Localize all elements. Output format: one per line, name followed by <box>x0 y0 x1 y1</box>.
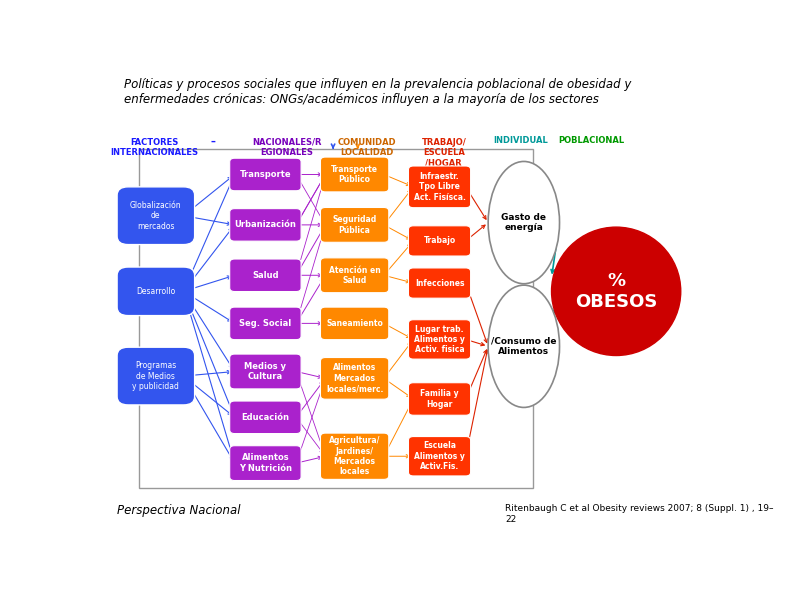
Ellipse shape <box>488 161 560 284</box>
FancyBboxPatch shape <box>408 268 471 298</box>
Text: COMUNIDAD
LOCALIDAD: COMUNIDAD LOCALIDAD <box>337 138 396 157</box>
FancyBboxPatch shape <box>229 158 301 191</box>
Text: Desarrollo: Desarrollo <box>137 287 175 296</box>
FancyBboxPatch shape <box>229 209 301 241</box>
FancyBboxPatch shape <box>321 433 389 480</box>
FancyBboxPatch shape <box>229 259 301 292</box>
Text: POBLACIONAL: POBLACIONAL <box>558 136 625 145</box>
Text: Saneamiento: Saneamiento <box>326 319 383 328</box>
FancyBboxPatch shape <box>408 437 471 476</box>
Text: –: – <box>210 136 215 146</box>
FancyBboxPatch shape <box>408 383 471 415</box>
FancyBboxPatch shape <box>229 446 301 481</box>
Text: Transporte: Transporte <box>240 170 291 179</box>
FancyBboxPatch shape <box>321 307 389 340</box>
FancyBboxPatch shape <box>117 187 195 245</box>
FancyBboxPatch shape <box>321 208 389 242</box>
Text: Programas
de Medios
y publicidad: Programas de Medios y publicidad <box>133 361 179 391</box>
Text: Seguridad
Pública: Seguridad Pública <box>333 215 376 234</box>
Text: Medios y
Cultura: Medios y Cultura <box>245 362 287 381</box>
Text: Transporte
Público: Transporte Público <box>331 165 378 184</box>
Text: Escuela
Alimentos y
Activ.Fis.: Escuela Alimentos y Activ.Fis. <box>414 441 465 471</box>
FancyBboxPatch shape <box>408 226 471 256</box>
Text: Urbanización: Urbanización <box>234 220 296 230</box>
FancyBboxPatch shape <box>321 258 389 293</box>
Text: Alimentos
Mercados
locales/merc.: Alimentos Mercados locales/merc. <box>326 364 384 393</box>
Ellipse shape <box>552 227 680 355</box>
Text: Familia y
Hogar: Familia y Hogar <box>420 389 459 409</box>
Text: Seg. Social: Seg. Social <box>239 319 291 328</box>
Text: Lugar trab.
Alimentos y
Activ. fisica: Lugar trab. Alimentos y Activ. fisica <box>414 324 465 354</box>
Text: INDIVIDUAL: INDIVIDUAL <box>493 136 548 145</box>
FancyBboxPatch shape <box>321 358 389 399</box>
FancyBboxPatch shape <box>117 347 195 405</box>
Text: Gasto de
energía: Gasto de energía <box>501 213 546 232</box>
Text: NACIONALES/R
EGIONALES: NACIONALES/R EGIONALES <box>252 138 322 157</box>
Text: Alimentos
Y Nutrición: Alimentos Y Nutrición <box>239 453 292 473</box>
FancyBboxPatch shape <box>229 307 301 340</box>
FancyBboxPatch shape <box>408 320 471 359</box>
Text: /Consumo de
Alimentos: /Consumo de Alimentos <box>491 337 557 356</box>
Text: Ritenbaugh C et al Obesity reviews 2007; 8 (Suppl. 1) , 19–
22: Ritenbaugh C et al Obesity reviews 2007;… <box>506 505 774 524</box>
Text: Globalización
de
mercados: Globalización de mercados <box>130 201 182 231</box>
Text: Salud: Salud <box>252 271 279 280</box>
Text: %
OBESOS: % OBESOS <box>575 272 657 311</box>
Text: Políticas y procesos sociales que influyen en la prevalencia poblacional de obes: Políticas y procesos sociales que influy… <box>124 79 631 107</box>
Text: Perspectiva Nacional: Perspectiva Nacional <box>118 505 241 517</box>
Text: Trabajo: Trabajo <box>423 236 456 245</box>
Text: Educación: Educación <box>241 413 289 422</box>
Text: FACTORES
INTERNACIONALES: FACTORES INTERNACIONALES <box>110 138 198 157</box>
Ellipse shape <box>488 285 560 408</box>
Text: Atención en
Salud: Atención en Salud <box>329 265 380 285</box>
Text: Agricultura/
Jardines/
Mercados
locales: Agricultura/ Jardines/ Mercados locales <box>329 436 380 477</box>
FancyBboxPatch shape <box>117 267 195 315</box>
FancyBboxPatch shape <box>321 157 389 192</box>
Text: Infecciones: Infecciones <box>414 278 464 287</box>
FancyBboxPatch shape <box>229 401 301 434</box>
Text: TRABAJO/
ESCUELA
/HOGAR: TRABAJO/ ESCUELA /HOGAR <box>422 138 466 168</box>
FancyBboxPatch shape <box>229 354 301 389</box>
FancyBboxPatch shape <box>408 166 471 208</box>
Text: Infraestr.
Tpo Libre
Act. Fisísca.: Infraestr. Tpo Libre Act. Fisísca. <box>414 172 465 202</box>
